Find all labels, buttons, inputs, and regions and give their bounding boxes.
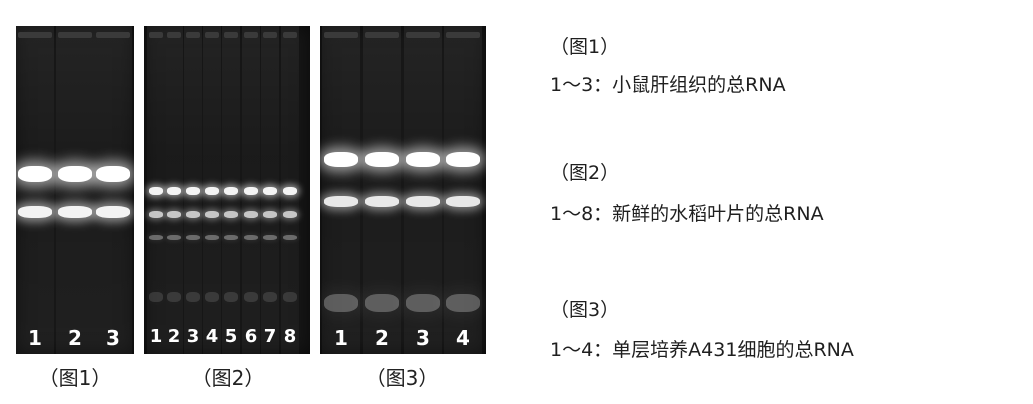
- rna-band: [263, 187, 277, 195]
- gel-well: [324, 32, 358, 38]
- rna-band: [205, 235, 219, 240]
- rna-band: [96, 206, 130, 218]
- rna-band: [224, 211, 238, 218]
- lane-number: 2: [68, 326, 82, 350]
- lane-number: 4: [456, 326, 470, 350]
- rna-band: [244, 235, 258, 240]
- rna-band: [324, 196, 358, 207]
- gel-caption-3: （图3）: [365, 366, 439, 390]
- rna-band: [263, 235, 277, 240]
- gel-lane: [322, 26, 360, 354]
- gel-image-3: 1 2 3 4: [320, 26, 486, 354]
- rna-band: [224, 235, 238, 240]
- rna-band: [149, 235, 163, 240]
- rna-band: [149, 292, 163, 302]
- legend-title-3: （图3）: [550, 299, 620, 321]
- rna-band: [149, 187, 163, 195]
- rna-band: [167, 211, 181, 218]
- gel-well: [283, 32, 297, 38]
- rna-band: [96, 166, 130, 182]
- rna-band: [263, 292, 277, 302]
- lane-number: 1: [28, 326, 42, 350]
- rna-band: [186, 187, 200, 195]
- rna-band: [244, 211, 258, 218]
- rna-band: [283, 292, 297, 302]
- gel-well: [186, 32, 200, 38]
- rna-band: [324, 294, 358, 312]
- gel-lane: [363, 26, 401, 354]
- rna-band: [244, 292, 258, 302]
- lane-number: 7: [263, 326, 277, 347]
- legend-desc-3: 1～4：单层培养A431细胞的总RNA: [550, 339, 854, 361]
- gel-well: [205, 32, 219, 38]
- rna-band: [224, 292, 238, 302]
- rna-band: [18, 206, 52, 218]
- rna-band: [324, 152, 358, 167]
- rna-band: [365, 152, 399, 167]
- rna-band: [283, 211, 297, 218]
- gel-well: [244, 32, 258, 38]
- rna-band: [283, 187, 297, 195]
- rna-band: [365, 294, 399, 312]
- rna-band: [167, 187, 181, 195]
- rna-band: [18, 166, 52, 182]
- legend-desc-2: 1～8：新鲜的水稻叶片的总RNA: [550, 203, 824, 225]
- gel-well: [365, 32, 399, 38]
- rna-band: [406, 152, 440, 167]
- gel-well: [149, 32, 163, 38]
- lane-number: 2: [167, 326, 181, 347]
- lane-number: 5: [224, 326, 238, 347]
- lane-number: 3: [186, 326, 200, 347]
- lane-number: 6: [244, 326, 258, 347]
- rna-band: [205, 211, 219, 218]
- gel-well: [167, 32, 181, 38]
- rna-band: [205, 292, 219, 302]
- rna-band: [186, 292, 200, 302]
- rna-band: [186, 235, 200, 240]
- rna-band: [283, 235, 297, 240]
- rna-band: [365, 196, 399, 207]
- gel-well: [224, 32, 238, 38]
- legend-title-1: （图1）: [550, 36, 620, 58]
- lane-number: 8: [283, 326, 297, 347]
- rna-band: [205, 187, 219, 195]
- gel-caption-2: （图2）: [191, 366, 265, 390]
- lane-number: 1: [334, 326, 348, 350]
- rna-band: [58, 166, 92, 182]
- legend-desc-1: 1～3：小鼠肝组织的总RNA: [550, 74, 786, 96]
- gel-lane: [94, 26, 132, 354]
- lane-number: 3: [416, 326, 430, 350]
- rna-band: [406, 196, 440, 207]
- gel-well: [58, 32, 92, 38]
- lane-number: 2: [375, 326, 389, 350]
- rna-band: [446, 294, 480, 312]
- rna-band: [58, 206, 92, 218]
- rna-band: [167, 235, 181, 240]
- lane-number: 3: [106, 326, 120, 350]
- gel-lane: [16, 26, 54, 354]
- legend-title-2: （图2）: [550, 162, 620, 184]
- rna-band: [406, 294, 440, 312]
- gel-well: [446, 32, 480, 38]
- gel-lane: [444, 26, 482, 354]
- rna-band: [244, 187, 258, 195]
- gel-well: [18, 32, 52, 38]
- rna-band: [186, 211, 200, 218]
- gel-well: [406, 32, 440, 38]
- lane-number: 4: [205, 326, 219, 347]
- rna-band: [167, 292, 181, 302]
- gel-well: [96, 32, 130, 38]
- gel-well: [263, 32, 277, 38]
- lane-number: 1: [149, 326, 163, 347]
- gel-lane: [404, 26, 442, 354]
- rna-band: [149, 211, 163, 218]
- gel-lane: [56, 26, 94, 354]
- rna-band: [224, 187, 238, 195]
- rna-band: [263, 211, 277, 218]
- gel-caption-1: （图1）: [38, 366, 112, 390]
- rna-band: [446, 152, 480, 167]
- rna-band: [446, 196, 480, 207]
